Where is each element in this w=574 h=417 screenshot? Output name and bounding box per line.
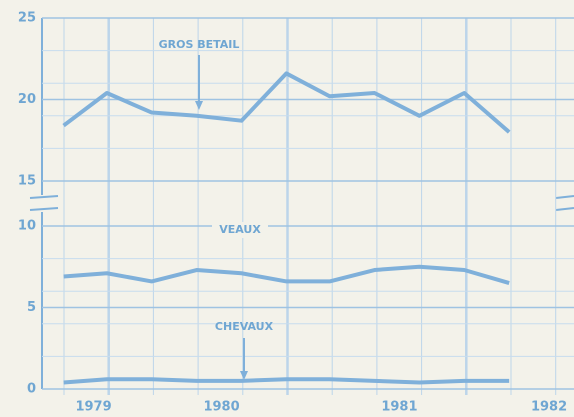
y-tick-label: 5 (27, 300, 36, 315)
y-tick-label: 20 (18, 92, 36, 107)
x-tick-label: 1979 (75, 400, 111, 415)
y-tick-label: 15 (18, 174, 36, 189)
series-label: CHEVAUX (215, 320, 274, 333)
series-label: VEAUX (219, 223, 261, 236)
y-tick-label: 0 (27, 382, 36, 397)
arrow-head (240, 371, 248, 380)
series-line (62, 71, 511, 134)
y-tick-label: 25 (18, 11, 36, 26)
label-bg (212, 222, 268, 238)
series-label: GROS BETAIL (159, 38, 240, 51)
axis-break (29, 195, 574, 211)
series-line (63, 264, 510, 285)
series-line (63, 377, 510, 385)
y-tick-label: 10 (18, 219, 36, 234)
x-tick-label: 1981 (381, 400, 417, 415)
arrow-head (195, 101, 203, 110)
x-tick-label: 1980 (203, 400, 239, 415)
x-tick-label: 1982 (531, 400, 567, 415)
